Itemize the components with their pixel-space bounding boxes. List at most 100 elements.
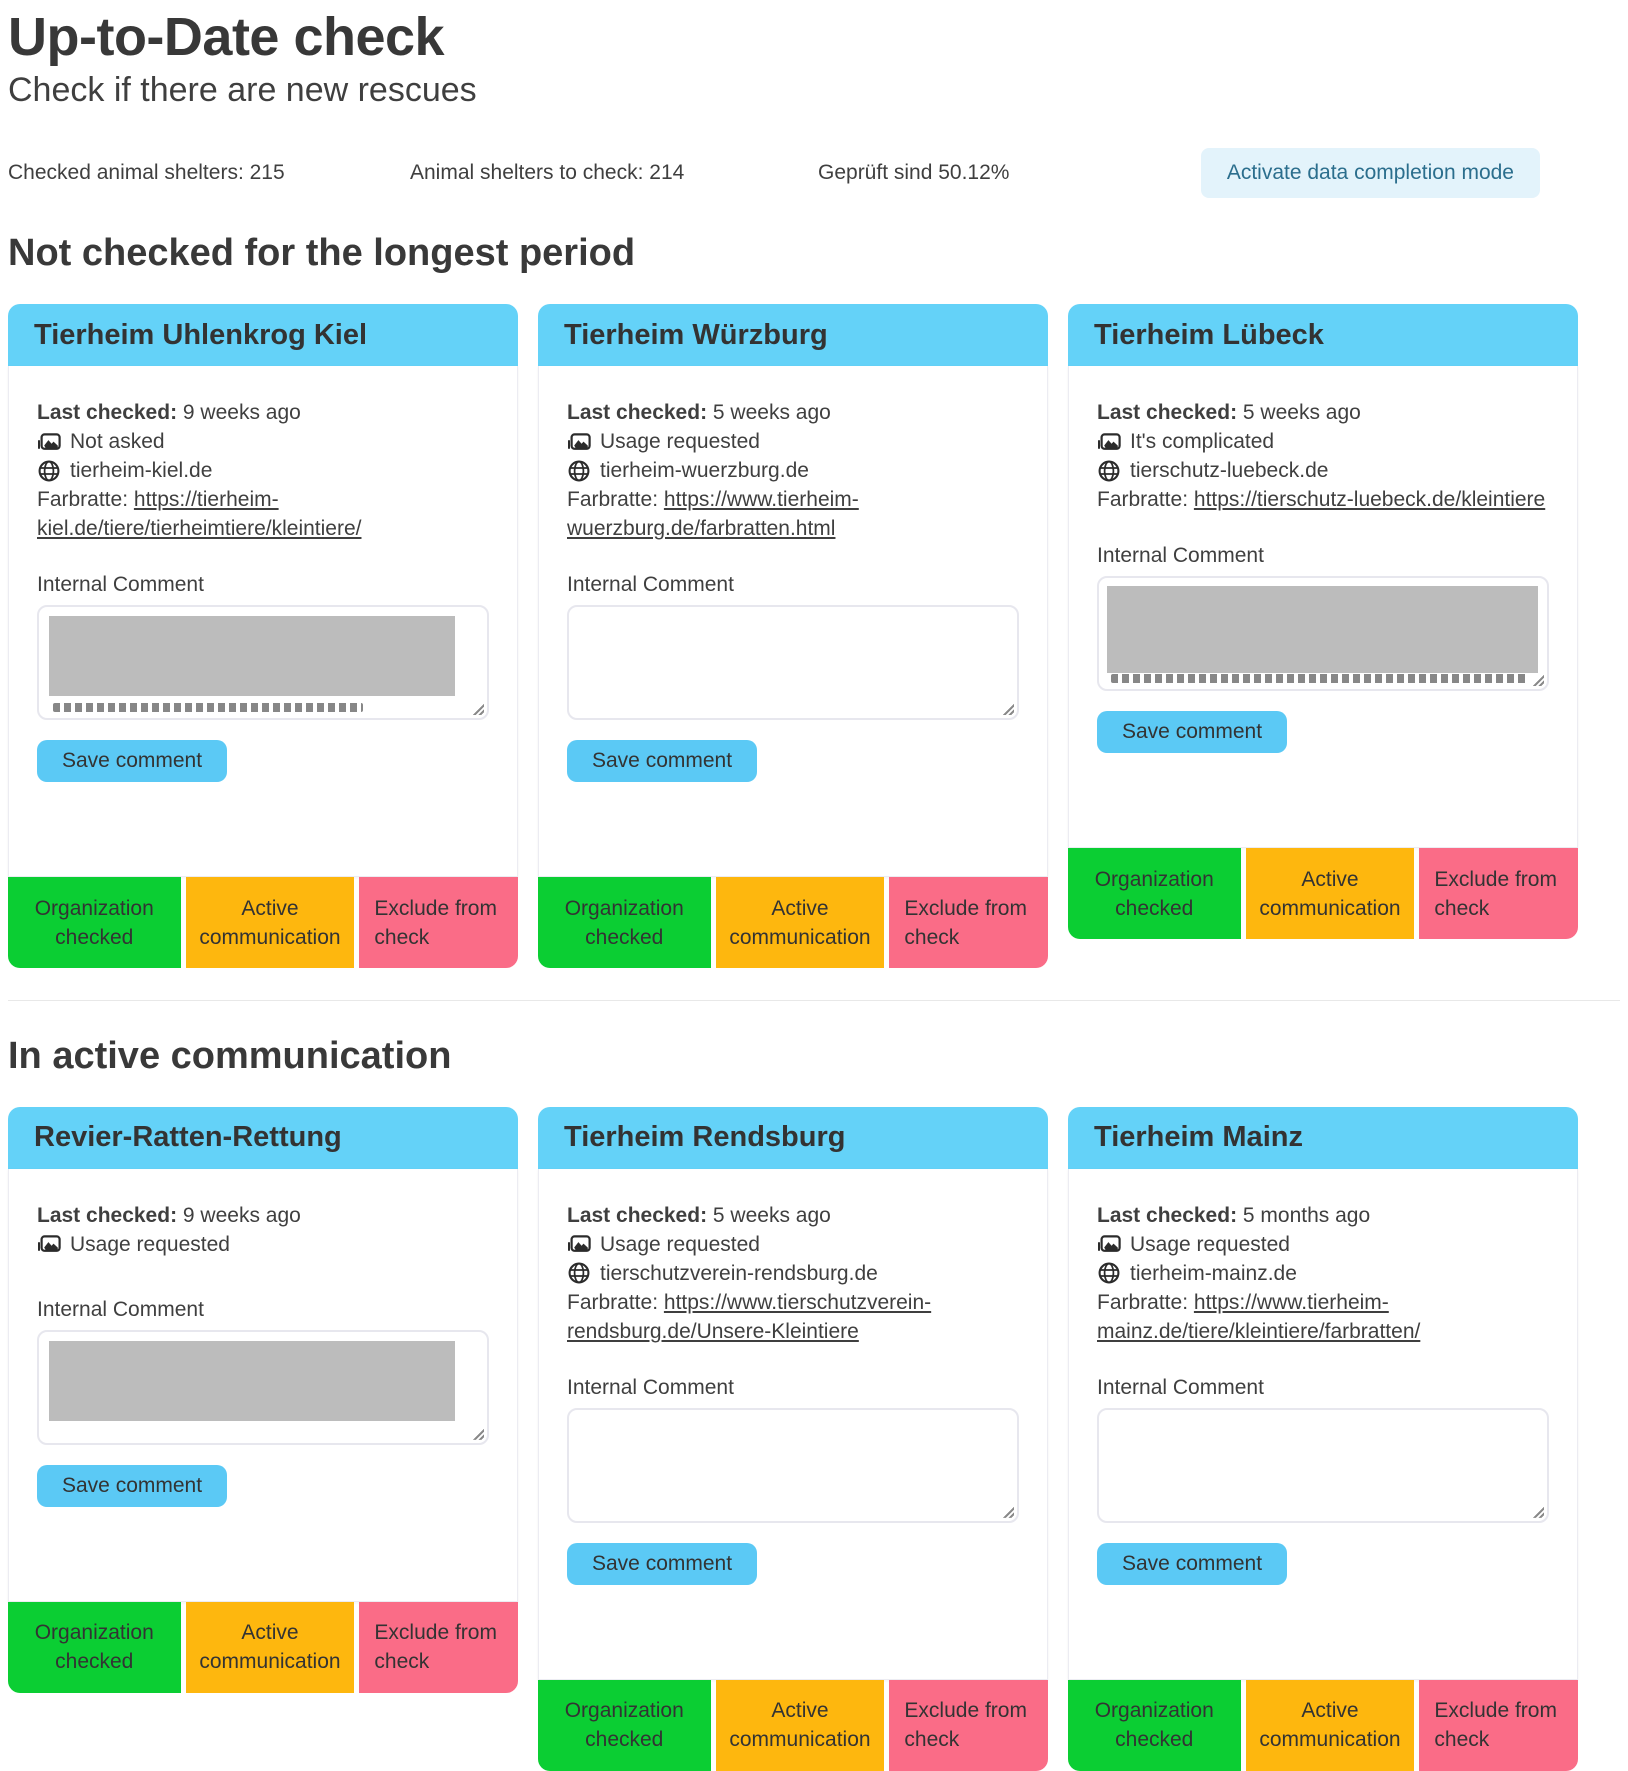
website-line: tierschutz-luebeck.de (1097, 456, 1549, 485)
farbratte-link[interactable]: https://www.tierheim-wuerzburg.de/farbra… (567, 488, 859, 541)
farbratte-label: Farbratte: (1097, 488, 1189, 512)
globe-icon (37, 459, 61, 483)
shelter-card-body: Last checked: 5 weeks ago It's complicat… (1068, 366, 1578, 849)
globe-icon (567, 459, 591, 483)
shelter-card-body: Last checked: 5 weeks ago Usage requeste… (538, 366, 1048, 878)
save-comment-button[interactable]: Save comment (37, 1464, 228, 1507)
organization-checked-button[interactable]: Organization checked (1068, 848, 1241, 940)
usage-status-text: It's complicated (1130, 430, 1275, 454)
shelter-card-actions: Organization checked Active communicatio… (538, 1679, 1048, 1771)
usage-status-text: Usage requested (600, 1232, 760, 1256)
farbratte-line: Farbratte: https://tierheim-kiel.de/tier… (37, 485, 489, 543)
website-text: tierschutzverein-rendsburg.de (600, 1261, 878, 1285)
save-comment-button[interactable]: Save comment (567, 740, 758, 783)
internal-comment-textarea[interactable] (567, 605, 1019, 721)
internal-comment-textarea[interactable] (1097, 576, 1549, 692)
farbratte-link[interactable]: https://tierschutz-luebeck.de/kleintiere (1193, 488, 1546, 512)
photo-icon (37, 430, 61, 454)
shelter-card-revier-ratten-rettung: Revier-Ratten-Rettung Last checked: 9 we… (8, 1106, 518, 1693)
exclude-from-check-button[interactable]: Exclude from check (1419, 848, 1578, 940)
shelter-card-title: Tierheim Uhlenkrog Kiel (8, 304, 518, 367)
internal-comment-label: Internal Comment (567, 573, 734, 597)
organization-checked-button[interactable]: Organization checked (8, 877, 181, 969)
internal-comment-textarea[interactable] (1097, 1407, 1549, 1523)
redacted-comment-block (49, 616, 455, 697)
textarea-resize-handle[interactable] (1001, 702, 1014, 716)
shelter-card-title: Tierheim Würzburg (538, 304, 1048, 367)
shelter-card-luebeck: Tierheim Lübeck Last checked: 5 weeks ag… (1068, 304, 1578, 940)
farbratte-line: Farbratte: https://tierschutz-luebeck.de… (1097, 485, 1549, 514)
last-checked-line: Last checked: 9 weeks ago (37, 1201, 489, 1230)
globe-icon (1097, 1261, 1121, 1285)
active-communication-button[interactable]: Active communication (715, 877, 885, 969)
textarea-resize-handle[interactable] (1531, 1504, 1544, 1518)
exclude-from-check-button[interactable]: Exclude from check (889, 877, 1048, 969)
textarea-resize-handle[interactable] (471, 702, 484, 716)
photo-icon (567, 430, 591, 454)
website-text: tierheim-mainz.de (1130, 1261, 1297, 1285)
activate-data-completion-button[interactable]: Activate data completion mode (1200, 148, 1540, 199)
active-communication-button[interactable]: Active communication (1245, 1679, 1415, 1771)
exclude-from-check-button[interactable]: Exclude from check (1419, 1679, 1578, 1771)
shelter-card-title: Tierheim Lübeck (1068, 304, 1578, 367)
usage-status-text: Usage requested (1130, 1232, 1290, 1256)
active-communication-button[interactable]: Active communication (715, 1679, 885, 1771)
organization-checked-button[interactable]: Organization checked (538, 1679, 711, 1771)
cards-grid-not-checked: Tierheim Uhlenkrog Kiel Last checked: 9 … (8, 304, 1620, 969)
redacted-comment-block (49, 1340, 455, 1421)
exclude-from-check-button[interactable]: Exclude from check (889, 1679, 1048, 1771)
internal-comment-textarea[interactable] (37, 1329, 489, 1445)
usage-status-text: Not asked (70, 430, 165, 454)
farbratte-link[interactable]: https://tierheim-kiel.de/tiere/tierheimt… (37, 488, 362, 541)
organization-checked-button[interactable]: Organization checked (538, 877, 711, 969)
save-comment-button[interactable]: Save comment (37, 740, 228, 783)
section-heading-active-communication: In active communication (8, 1035, 452, 1078)
active-communication-button[interactable]: Active communication (185, 877, 355, 969)
usage-status-line: Usage requested (1097, 1230, 1549, 1259)
organization-checked-button[interactable]: Organization checked (1068, 1679, 1241, 1771)
page-subtitle: Check if there are new rescues (8, 71, 477, 110)
shelter-card-actions: Organization checked Active communicatio… (8, 1601, 518, 1693)
page-title: Up-to-Date check (8, 7, 445, 67)
website-text: tierheim-kiel.de (70, 459, 213, 483)
shelter-card-title: Tierheim Mainz (1068, 1106, 1578, 1169)
organization-checked-button[interactable]: Organization checked (8, 1601, 181, 1693)
farbratte-label: Farbratte: (37, 488, 129, 512)
shelter-card-title: Revier-Ratten-Rettung (8, 1106, 518, 1169)
farbratte-label: Farbratte: (1097, 1290, 1189, 1314)
internal-comment-label: Internal Comment (37, 573, 204, 597)
shelter-card-mainz: Tierheim Mainz Last checked: 5 months ag… (1068, 1106, 1578, 1771)
usage-status-line: Usage requested (567, 1230, 1019, 1259)
website-line: tierheim-wuerzburg.de (567, 456, 1019, 485)
section-divider (8, 1000, 1620, 1002)
shelter-card-body: Last checked: 9 weeks ago Not asked tier… (8, 366, 518, 878)
internal-comment-textarea[interactable] (37, 605, 489, 721)
website-line: tierschutzverein-rendsburg.de (567, 1259, 1019, 1288)
exclude-from-check-button[interactable]: Exclude from check (359, 1601, 518, 1693)
textarea-resize-handle[interactable] (1001, 1504, 1014, 1518)
textarea-resize-handle[interactable] (471, 1426, 484, 1440)
farbratte-line: Farbratte: https://www.tierheim-wuerzbur… (567, 485, 1019, 543)
section-heading-not-checked: Not checked for the longest period (8, 232, 636, 275)
last-checked-label: Last checked: (1097, 401, 1238, 425)
website-text: tierschutz-luebeck.de (1130, 459, 1329, 483)
last-checked-line: Last checked: 5 weeks ago (1097, 398, 1549, 427)
textarea-resize-handle[interactable] (1531, 673, 1544, 687)
shelter-card-actions: Organization checked Active communicatio… (1068, 848, 1578, 940)
save-comment-button[interactable]: Save comment (567, 1542, 758, 1585)
exclude-from-check-button[interactable]: Exclude from check (359, 877, 518, 969)
shelter-card-rendsburg: Tierheim Rendsburg Last checked: 5 weeks… (538, 1106, 1048, 1771)
last-checked-line: Last checked: 5 weeks ago (567, 1201, 1019, 1230)
save-comment-button[interactable]: Save comment (1097, 1542, 1288, 1585)
active-communication-button[interactable]: Active communication (1245, 848, 1415, 940)
last-checked-value: 9 weeks ago (182, 401, 301, 425)
farbratte-label: Farbratte: (567, 488, 659, 512)
active-communication-button[interactable]: Active communication (185, 1601, 355, 1693)
shelter-card-kiel: Tierheim Uhlenkrog Kiel Last checked: 9 … (8, 304, 518, 969)
internal-comment-textarea[interactable] (567, 1407, 1019, 1523)
last-checked-label: Last checked: (567, 401, 708, 425)
last-checked-value: 9 weeks ago (182, 1203, 301, 1227)
shelter-card-actions: Organization checked Active communicatio… (8, 877, 518, 969)
save-comment-button[interactable]: Save comment (1097, 711, 1288, 754)
